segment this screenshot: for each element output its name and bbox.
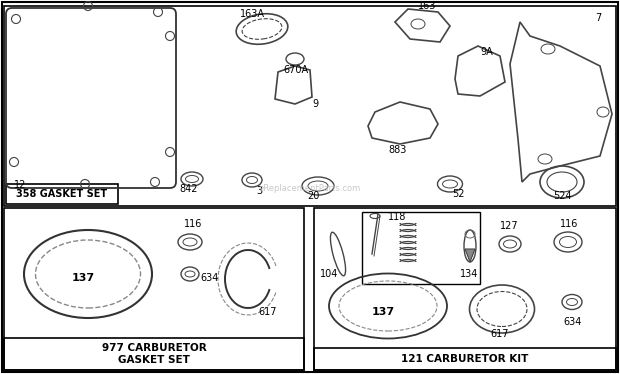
Text: 9: 9 xyxy=(312,99,318,109)
Text: 116: 116 xyxy=(560,219,578,229)
Text: 842: 842 xyxy=(179,184,198,194)
Text: 52: 52 xyxy=(452,189,464,199)
Text: 134: 134 xyxy=(460,269,479,279)
Bar xyxy=(6,184,118,204)
Text: eReplacementParts.com: eReplacementParts.com xyxy=(259,184,361,193)
Text: 9A: 9A xyxy=(480,47,493,57)
Text: 7: 7 xyxy=(595,13,601,23)
Text: 104: 104 xyxy=(320,269,339,279)
Text: 163A: 163A xyxy=(240,9,265,19)
Text: 617: 617 xyxy=(258,307,277,317)
Bar xyxy=(362,212,480,284)
Text: 116: 116 xyxy=(184,219,202,229)
Text: 670A: 670A xyxy=(283,65,308,75)
Text: 883: 883 xyxy=(388,145,406,155)
Text: 118: 118 xyxy=(388,212,406,222)
Bar xyxy=(4,6,616,206)
Bar xyxy=(314,208,616,370)
Text: 977 CARBURETOR
GASKET SET: 977 CARBURETOR GASKET SET xyxy=(102,343,206,365)
Text: 137: 137 xyxy=(372,307,395,317)
Text: 634: 634 xyxy=(563,317,582,327)
Bar xyxy=(4,208,304,370)
Text: 524: 524 xyxy=(553,191,572,201)
Bar xyxy=(314,348,616,370)
Text: 121 CARBURETOR KIT: 121 CARBURETOR KIT xyxy=(401,354,529,364)
Bar xyxy=(4,338,304,370)
Text: 137: 137 xyxy=(72,273,95,283)
Text: 634: 634 xyxy=(200,273,218,283)
Text: 358 GASKET SET: 358 GASKET SET xyxy=(17,189,107,199)
Text: 12: 12 xyxy=(14,180,27,190)
Text: 3: 3 xyxy=(256,186,262,196)
Text: 163: 163 xyxy=(418,1,436,11)
Text: 127: 127 xyxy=(500,221,518,231)
Text: 617: 617 xyxy=(490,329,508,339)
Polygon shape xyxy=(465,249,475,262)
Text: 20: 20 xyxy=(307,191,319,201)
